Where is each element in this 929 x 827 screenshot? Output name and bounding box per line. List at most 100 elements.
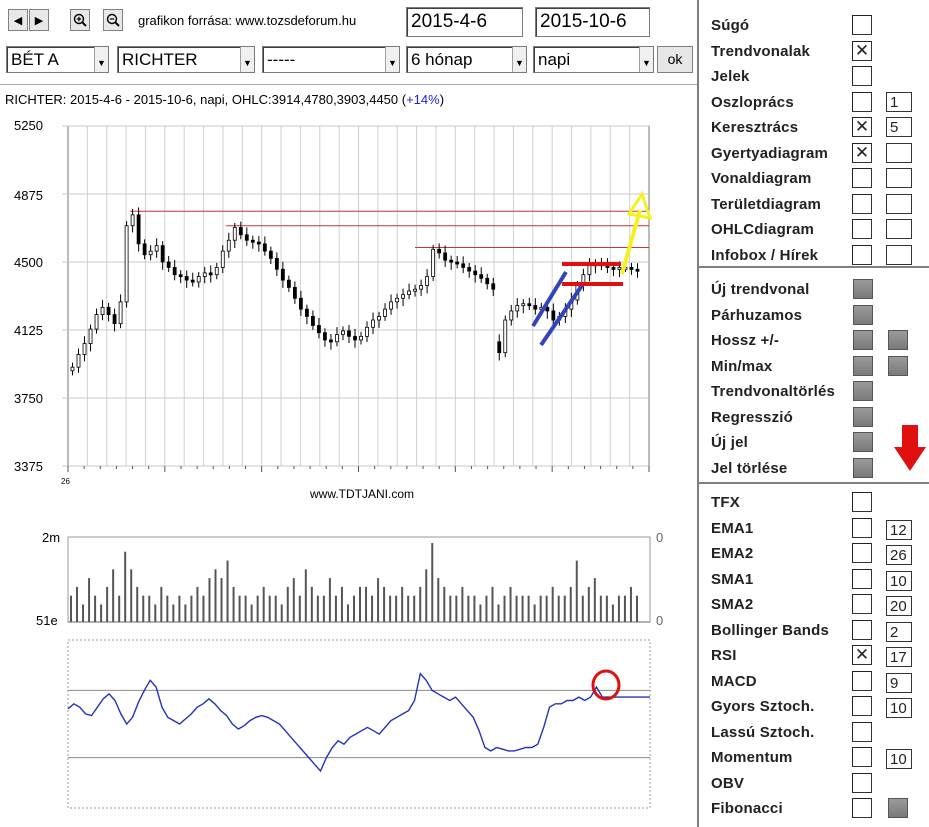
target-arrow-head: [626, 190, 653, 220]
candle-body: [479, 274, 484, 279]
tool-label-hossz: Hossz +/-: [711, 332, 780, 349]
indicator-checkbox-gyors-sztoch[interactable]: [852, 696, 872, 716]
checkbox-ohlcdiagram[interactable]: [852, 219, 872, 239]
checkbox-jelek[interactable]: [852, 66, 872, 86]
rsi-line: [67, 672, 650, 773]
indicator-label-obv: OBV: [711, 775, 745, 792]
indicator-period-gyors-sztoch[interactable]: 10: [886, 698, 912, 718]
checkbox-gyertyadiagram[interactable]: ✕: [852, 143, 872, 163]
indicator-checkbox-momentum[interactable]: [852, 747, 872, 767]
candle-body: [274, 257, 279, 270]
indicator-checkbox-fibonacci[interactable]: [852, 798, 872, 818]
candle-body: [455, 261, 460, 265]
indicator-period-sma1[interactable]: 10: [886, 571, 912, 591]
number-infobox-hirek[interactable]: [886, 245, 912, 265]
candle-body: [473, 270, 478, 276]
checkbox-keresztracs[interactable]: ✕: [852, 117, 872, 137]
checkbox-oszlopracs[interactable]: [852, 92, 872, 112]
candle-body: [311, 315, 315, 326]
watermark: www.TDTJANI.com: [310, 487, 415, 501]
candle-body: [377, 315, 381, 321]
tool-label-uj-jel: Új jel: [711, 434, 749, 451]
zoom-out-button[interactable]: [103, 9, 123, 31]
tool-button-uj-jel[interactable]: [853, 432, 873, 452]
candle-body: [250, 239, 255, 243]
indicator-period-ema1[interactable]: 12: [886, 520, 912, 540]
chevron-down-icon: ▼: [385, 47, 399, 72]
indicator-period-momentum[interactable]: 10: [886, 749, 912, 769]
tool-button-minmax[interactable]: [853, 356, 873, 376]
candle-body: [160, 245, 165, 263]
candle-body: [635, 268, 640, 272]
tool-button-hossz[interactable]: [853, 330, 873, 350]
market-select[interactable]: BÉT A ▼: [6, 46, 109, 73]
checkbox-teruletdiagram[interactable]: [852, 194, 872, 214]
date-from-input[interactable]: 2015-4-6: [406, 7, 523, 37]
indicator-checkbox-bollinger-bands[interactable]: [852, 620, 872, 640]
ok-button[interactable]: ok: [657, 46, 693, 73]
price-tick: 3750: [14, 391, 43, 406]
tool-button-alt-minmax[interactable]: [888, 356, 908, 376]
tool-button-jel-torlese[interactable]: [853, 458, 873, 478]
checkbox-infobox-hirek[interactable]: [852, 245, 872, 265]
period-select[interactable]: 6 hónap ▼: [406, 46, 527, 73]
indicator-period-ema2[interactable]: 26: [886, 545, 912, 565]
indicator-checkbox-lassu-sztoch[interactable]: [852, 722, 872, 742]
number-vonaldiagram[interactable]: [886, 168, 912, 188]
candle-body: [305, 308, 309, 317]
candle-body: [545, 306, 550, 312]
tool-button-parhuzamos[interactable]: [853, 305, 873, 325]
indicator-checkbox-sma2[interactable]: [852, 594, 872, 614]
indicator-checkbox-macd[interactable]: [852, 671, 872, 691]
checkbox-trendvonalak[interactable]: ✕: [852, 41, 872, 61]
indicator-period-sma2[interactable]: 20: [886, 596, 912, 616]
candle-body: [268, 250, 273, 259]
interval-select[interactable]: napi ▼: [533, 46, 654, 73]
indicator-checkbox-ema1[interactable]: [852, 518, 872, 538]
indicator-checkbox-rsi[interactable]: ✕: [852, 645, 872, 665]
indicator-period-macd[interactable]: 9: [886, 673, 912, 693]
number-gyertyadiagram[interactable]: [886, 143, 912, 163]
price-tick: 5250: [14, 118, 43, 133]
indicator-checkbox-tfx[interactable]: [852, 492, 872, 512]
indicator-checkbox-ema2[interactable]: [852, 543, 872, 563]
checkbox-sugo[interactable]: [852, 15, 872, 35]
candle-body: [323, 332, 327, 341]
candle-body: [611, 267, 616, 270]
volume-rsi-chart[interactable]: [0, 0, 697, 827]
tool-label-uj-trendvonal: Új trendvonal: [711, 281, 810, 298]
candle-body: [190, 279, 195, 283]
compare-select[interactable]: ----- ▼: [262, 46, 400, 73]
fibonacci-button[interactable]: [888, 798, 908, 818]
indicator-period-bollinger-bands[interactable]: 2: [886, 622, 912, 642]
indicator-period-rsi[interactable]: 17: [886, 647, 912, 667]
checkbox-vonaldiagram[interactable]: [852, 168, 872, 188]
candle-body: [118, 301, 123, 325]
candle-body: [172, 267, 177, 276]
date-to-input[interactable]: 2015-10-6: [535, 7, 650, 37]
number-teruletdiagram[interactable]: [886, 194, 912, 214]
price-tick: 4875: [14, 188, 43, 203]
settings-panel: [697, 0, 929, 827]
candle-body: [178, 274, 183, 278]
indicator-checkbox-obv[interactable]: [852, 773, 872, 793]
next-button[interactable]: ▶: [29, 9, 49, 31]
number-ohlcdiagram[interactable]: [886, 219, 912, 239]
tool-button-alt-hossz[interactable]: [888, 330, 908, 350]
stock-select[interactable]: RICHTER ▼: [117, 46, 255, 73]
tool-button-regresszio[interactable]: [853, 407, 873, 427]
price-chart[interactable]: [0, 0, 697, 480]
zoom-in-button[interactable]: [70, 9, 90, 31]
candle-body: [124, 225, 129, 303]
tool-button-uj-trendvonal[interactable]: [853, 279, 873, 299]
prev-button[interactable]: ◀: [8, 9, 28, 31]
indicator-checkbox-sma1[interactable]: [852, 569, 872, 589]
tool-label-regresszio: Regresszió: [711, 409, 794, 426]
candle-body: [521, 303, 526, 307]
candle-body: [136, 214, 141, 245]
tool-button-trendvonaltorles[interactable]: [853, 381, 873, 401]
number-oszlopracs[interactable]: 1: [886, 92, 912, 112]
candle-body: [202, 272, 207, 277]
number-keresztracs[interactable]: 5: [886, 117, 912, 137]
option-label-keresztracs: Keresztrács: [711, 119, 799, 136]
